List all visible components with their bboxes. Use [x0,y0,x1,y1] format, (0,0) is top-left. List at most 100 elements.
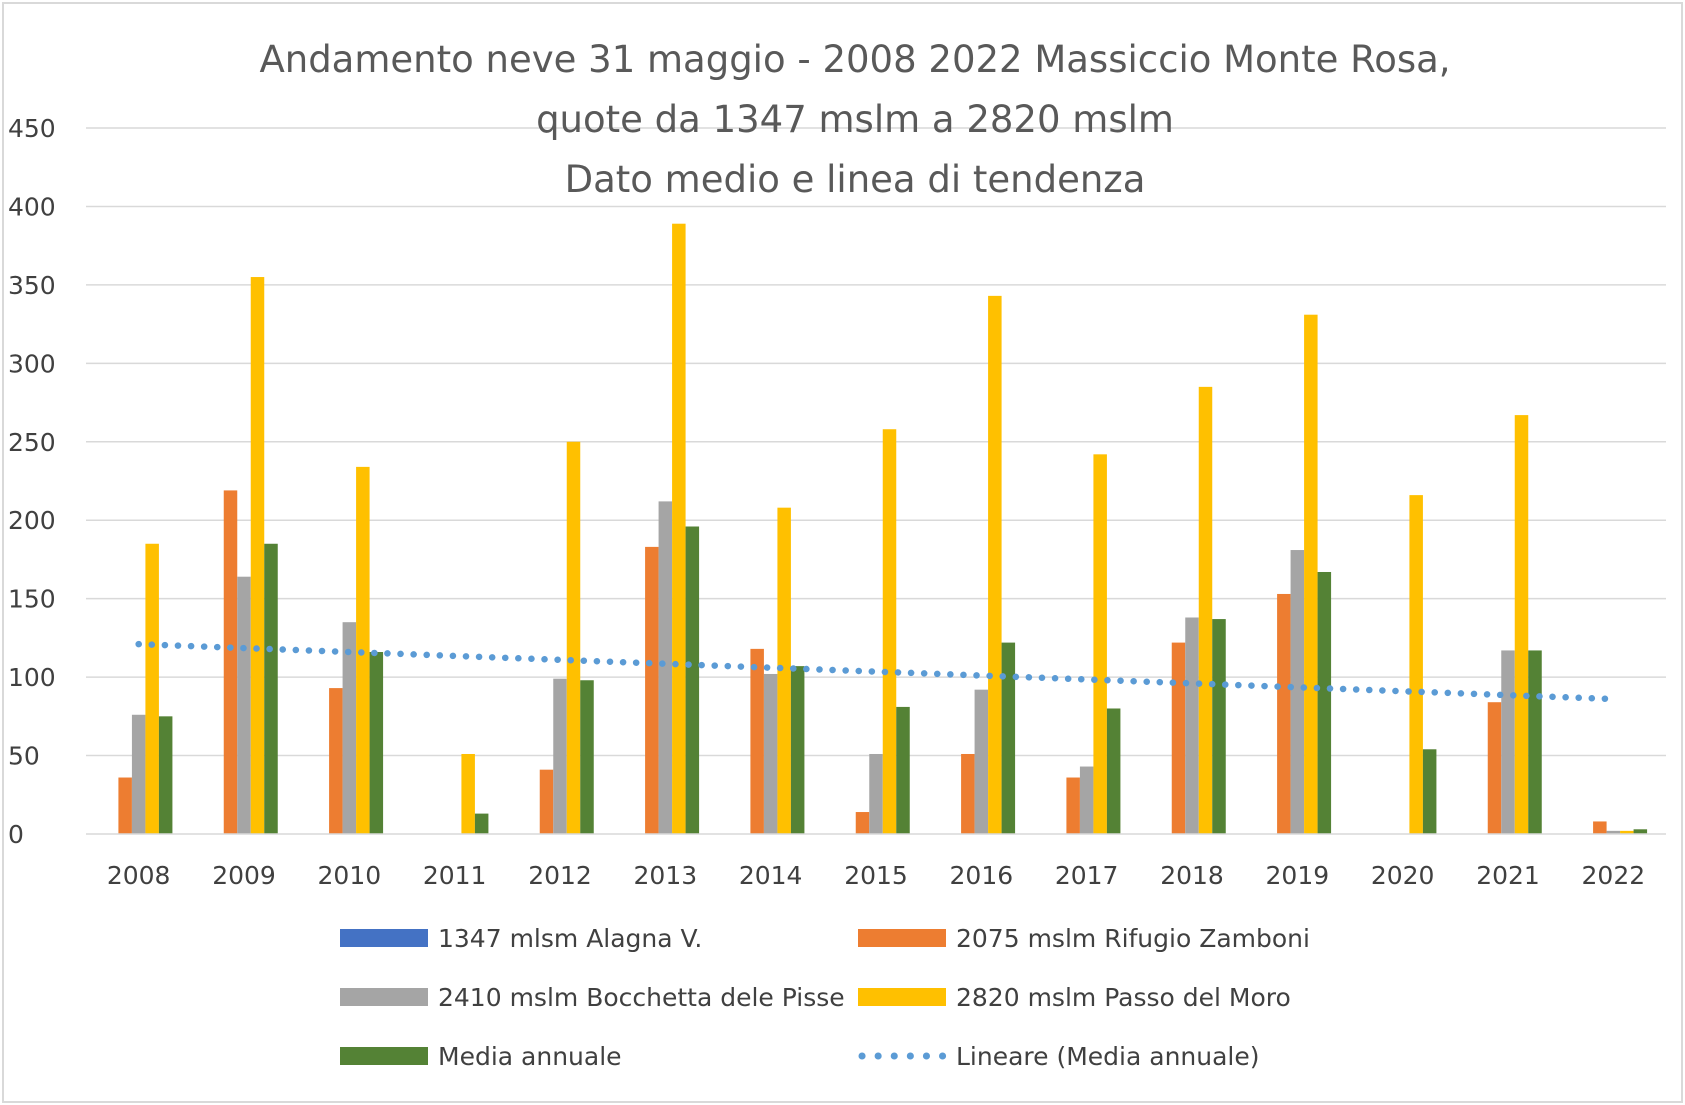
bar [685,526,700,834]
bar [988,295,1002,835]
x-tick-label: 2009 [212,861,276,890]
bar [131,714,146,834]
bar [1633,829,1648,834]
legend-swatch [858,929,946,947]
bar [369,652,384,834]
bar [896,706,910,834]
x-tick-label: 2019 [1266,861,1330,890]
bar [1001,642,1016,834]
bar [118,777,132,834]
bar [1066,777,1080,834]
bar [1409,495,1423,834]
bar [1290,550,1305,834]
x-tick-label: 2012 [528,861,592,890]
bar [474,813,489,834]
x-tick-label: 2015 [844,861,908,890]
legend-swatch [340,988,428,1006]
y-tick-label: 0 [8,820,24,849]
legend-item: 2820 mslm Passo del Moro [858,983,1291,1012]
bar [553,678,567,834]
y-tick-label: 350 [8,271,56,300]
legend-label: Media annuale [438,1042,622,1071]
legend-item: Media annuale [340,1042,622,1071]
y-tick-label: 400 [8,192,56,221]
chart-title-line-2: quote da 1347 mslm a 2820 mslm [536,98,1174,141]
bar [1185,617,1199,834]
bar [237,576,251,834]
bar [250,277,265,834]
y-tick-label: 250 [8,428,56,457]
x-tick-label: 2022 [1582,861,1646,890]
bar [1198,386,1213,834]
bar [750,648,764,834]
axis-layer: 0 50 100 150 200 250 300 350 400 450 2008 2009 2010 2… [8,114,1666,890]
bar [461,753,475,834]
legend-label: 2075 mslm Rifugio Zamboni [956,924,1310,953]
bar [961,753,975,834]
legend-swatch [340,1047,428,1065]
bar [882,429,897,834]
bar [329,688,343,834]
legend-label: 2820 mslm Passo del Moro [956,983,1291,1012]
y-tick-label: 150 [8,585,56,614]
y-tick-label: 50 [8,742,40,771]
x-tick-label: 2014 [739,861,803,890]
legend-swatch [340,929,428,947]
legend-item: 2075 mslm Rifugio Zamboni [858,924,1310,953]
bar [790,666,805,834]
bar [1212,619,1226,834]
legend-label: 1347 mlsm Alagna V. [438,924,702,953]
trendline [135,640,1617,703]
chart-title: Andamento neve 31 maggio - 2008 2022 Mas… [259,38,1450,201]
bar [158,716,173,834]
legend-item: 1347 mlsm Alagna V. [340,924,702,953]
bar [539,769,554,834]
legend: 1347 mlsm Alagna V. 2075 mslm Rifugio Zam… [340,924,1310,1071]
bar [566,441,581,834]
legend-label: Lineare (Media annuale) [956,1042,1260,1071]
bar [1106,708,1121,834]
bar [645,546,659,834]
bar [580,680,594,834]
x-tick-label: 2010 [318,861,382,890]
legend-swatch [858,988,946,1006]
y-tick-label: 100 [8,663,56,692]
x-tick-label: 2020 [1371,861,1435,890]
bar [1304,314,1318,835]
bar [1171,642,1186,834]
y-tick-label: 200 [8,506,56,535]
y-tick-label: 450 [8,114,56,143]
x-tick-label: 2013 [634,861,698,890]
chart-title-line-1: Andamento neve 31 maggio - 2008 2022 Mas… [259,38,1450,81]
bar [1606,830,1621,834]
bar [1277,593,1291,834]
legend-item: 2410 mslm Bocchetta dele Pisse [340,983,845,1012]
bar [777,507,791,834]
bar [1528,650,1542,834]
bar [1487,702,1502,834]
bars-layer [118,223,1648,835]
chart-title-line-3: Dato medio e linea di tendenza [565,158,1146,201]
bar [672,223,686,835]
bar [223,490,238,834]
bar [1514,415,1529,834]
bar [342,622,357,834]
bar [658,501,673,834]
bar [763,673,778,834]
x-tick-label: 2016 [950,861,1014,890]
bar [1079,766,1094,834]
y-tick-label: 300 [8,349,56,378]
x-tick-label: 2021 [1476,861,1540,890]
bar [1501,650,1515,834]
bar [1422,749,1437,834]
bar [264,543,278,834]
bar [869,753,883,834]
x-tick-label: 2008 [107,861,171,890]
bar [974,689,989,834]
legend-label: 2410 mslm Bocchetta dele Pisse [438,983,845,1012]
bar [1593,821,1607,834]
x-tick-label: 2017 [1055,861,1119,890]
